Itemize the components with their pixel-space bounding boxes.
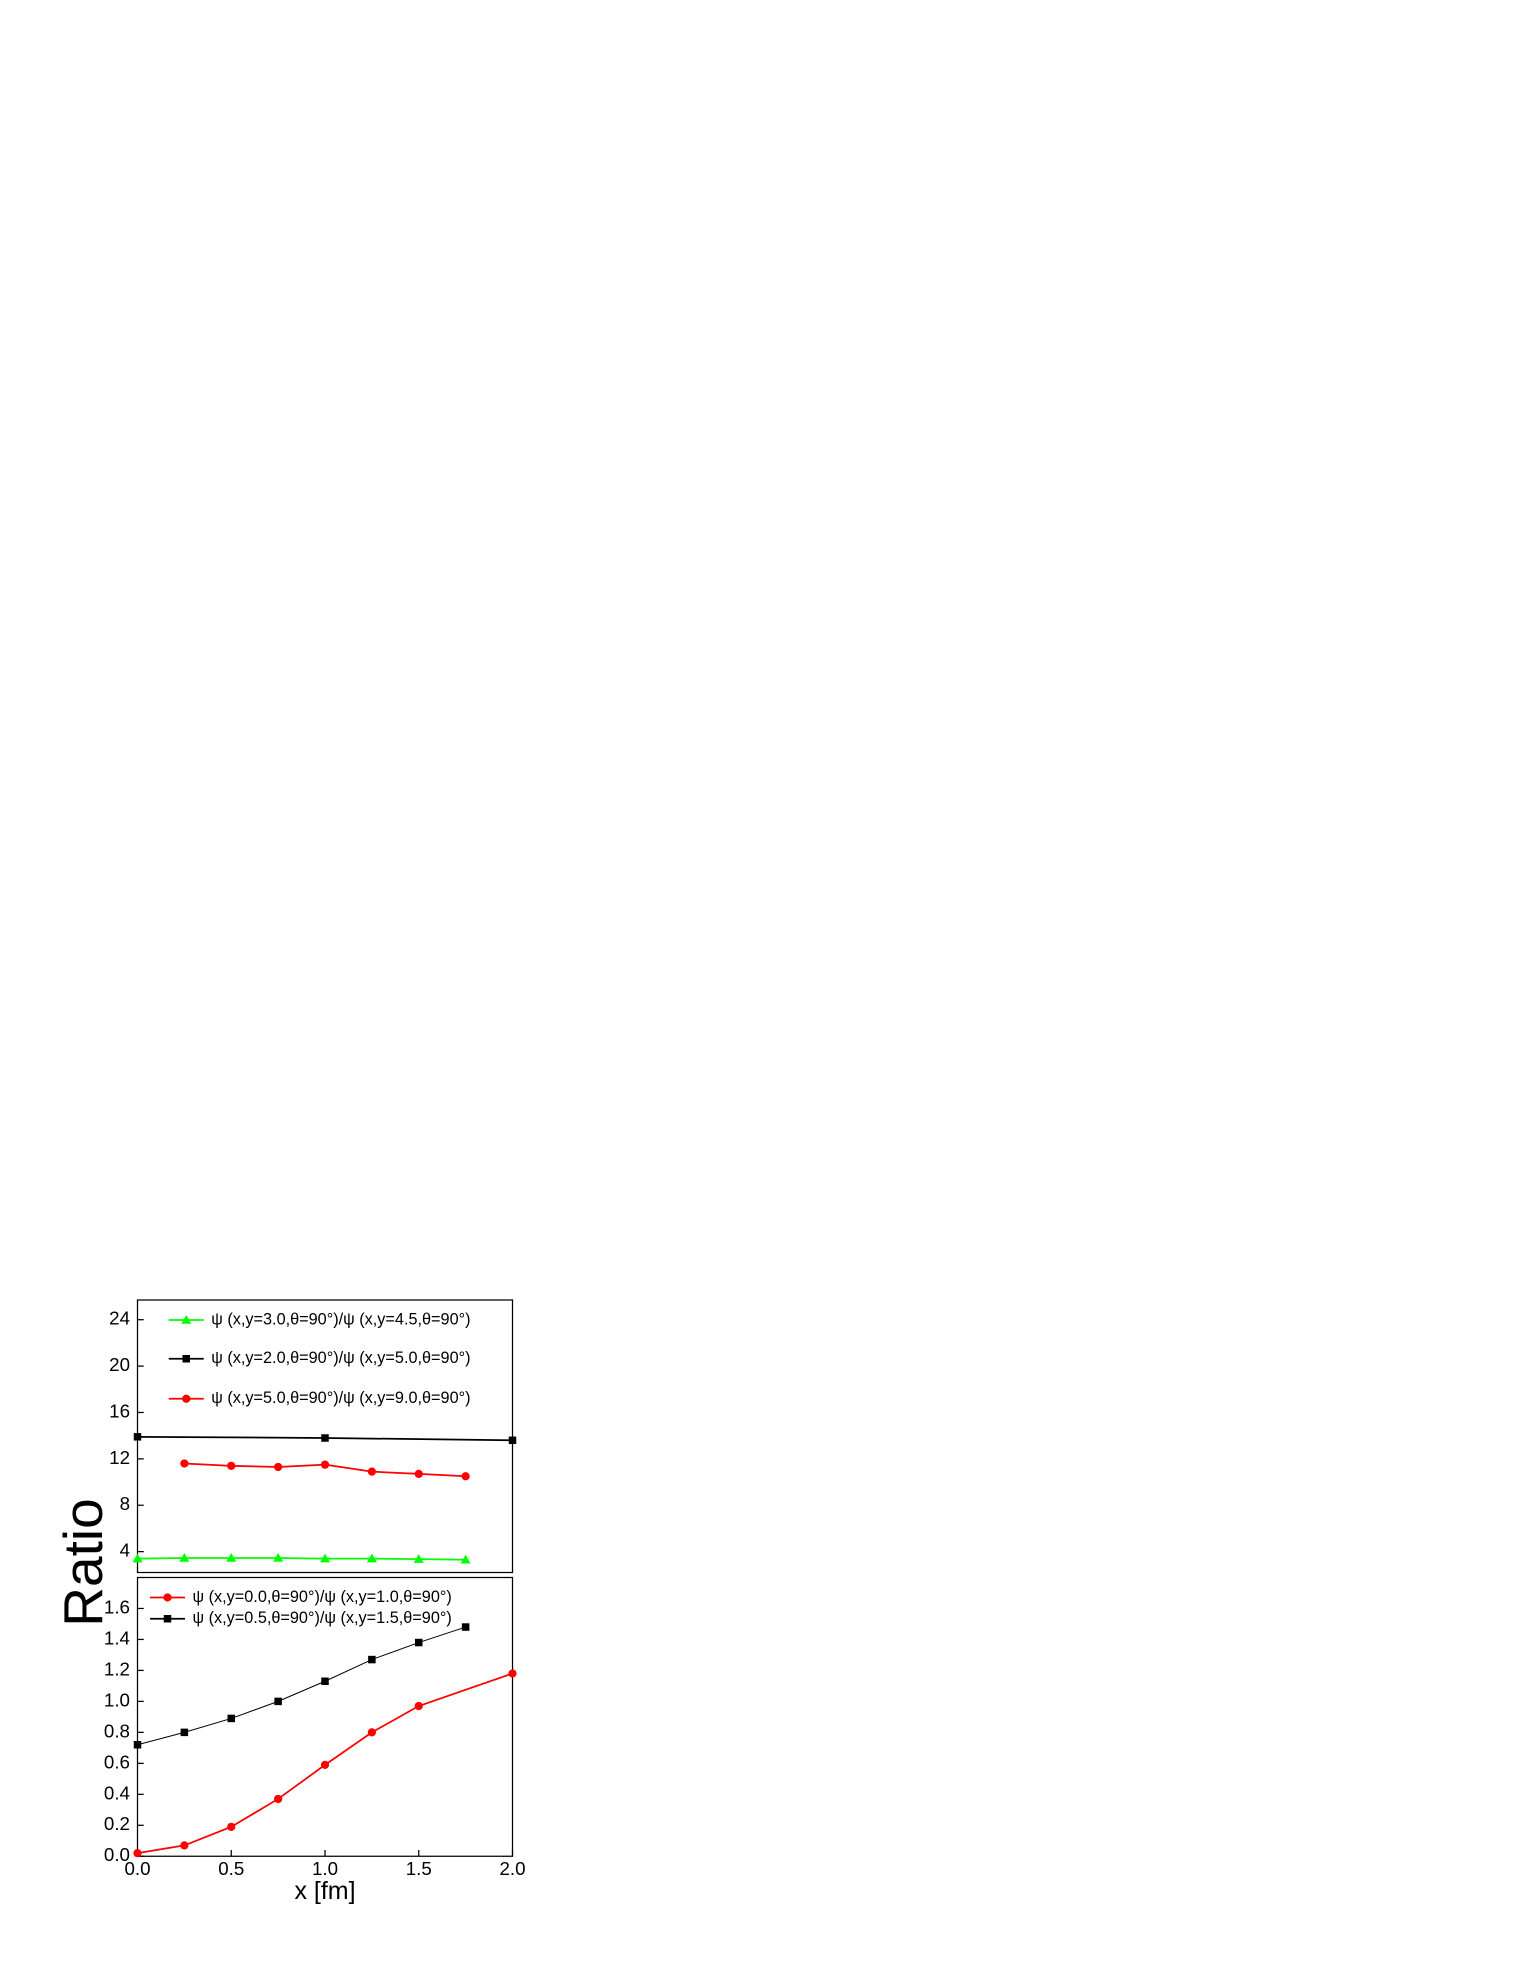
x-tick-label: 1.5 (406, 1858, 432, 1879)
x-tick-label: 0.5 (218, 1858, 244, 1879)
legend-marker (163, 1593, 172, 1602)
y-tick-label: 24 (109, 1308, 130, 1329)
marker (508, 1669, 517, 1678)
y-tick-label: 0.6 (104, 1751, 130, 1772)
y-tick-label: 1.2 (104, 1658, 130, 1679)
series-line (137, 1626, 466, 1746)
y-tick-label: 8 (120, 1493, 130, 1514)
legend-marker (181, 1315, 192, 1324)
marker (508, 1436, 517, 1445)
legend-label: ψ (x,y=5.0,θ=90°)/ψ (x,y=9.0,θ=90°) (211, 1389, 470, 1407)
marker (227, 1822, 236, 1831)
marker (320, 1460, 330, 1469)
y-tick-label: 1.6 (104, 1596, 130, 1617)
y-tick-label: 12 (109, 1447, 130, 1468)
legend-marker (163, 1615, 172, 1623)
legend-label: ψ (x,y=2.0,θ=90°)/ψ (x,y=5.0,θ=90°) (211, 1349, 470, 1367)
marker (274, 1697, 282, 1706)
y-tick-label: 4 (120, 1540, 130, 1561)
marker (414, 1701, 423, 1711)
marker (367, 1467, 377, 1476)
y-axis-label: Ratio (52, 1498, 114, 1626)
x-tick-label: 2.0 (499, 1858, 525, 1879)
legend-marker (182, 1355, 190, 1363)
y-tick-label: 20 (109, 1354, 130, 1375)
y-tick-label: 0.8 (104, 1720, 130, 1741)
legend-marker (182, 1394, 191, 1403)
marker (321, 1677, 329, 1686)
marker (414, 1469, 423, 1479)
marker (273, 1553, 284, 1562)
y-tick-label: 1.0 (104, 1689, 130, 1710)
x-axis-label: x [fm] (294, 1877, 355, 1905)
marker (321, 1434, 329, 1442)
x-tick-label: 1.0 (312, 1858, 338, 1879)
marker (320, 1760, 330, 1770)
legend-label: ψ (x,y=0.0,θ=90°)/ψ (x,y=1.0,θ=90°) (193, 1588, 452, 1606)
marker (226, 1553, 237, 1562)
marker (133, 1849, 142, 1858)
legend-label: ψ (x,y=0.5,θ=90°)/ψ (x,y=1.5,θ=90°) (193, 1609, 452, 1627)
marker (460, 1554, 471, 1564)
marker (367, 1728, 377, 1737)
marker (368, 1655, 376, 1664)
marker (415, 1638, 423, 1647)
marker (461, 1472, 470, 1481)
series-line (137, 1672, 513, 1855)
y-tick-label: 1.4 (104, 1627, 130, 1648)
series-line (137, 1557, 466, 1561)
marker (274, 1794, 283, 1804)
marker (180, 1841, 189, 1850)
legend-label: ψ (x,y=3.0,θ=90°)/ψ (x,y=4.5,θ=90°) (211, 1310, 470, 1328)
x-tick-label: 0.0 (124, 1858, 150, 1879)
marker (132, 1553, 143, 1563)
marker (274, 1462, 283, 1472)
marker (180, 1459, 189, 1468)
marker (320, 1553, 330, 1563)
marker (180, 1728, 189, 1737)
marker (413, 1554, 424, 1563)
y-tick-label: 16 (109, 1400, 130, 1421)
marker (133, 1741, 142, 1749)
marker (461, 1623, 470, 1631)
y-tick-label: 0.2 (104, 1813, 130, 1834)
marker (179, 1553, 190, 1562)
y-tick-label: 0.4 (104, 1782, 130, 1803)
marker (227, 1714, 235, 1723)
marker (133, 1433, 142, 1441)
marker (227, 1461, 236, 1470)
marker (366, 1553, 377, 1563)
y-tick-label: 0.0 (104, 1844, 130, 1865)
